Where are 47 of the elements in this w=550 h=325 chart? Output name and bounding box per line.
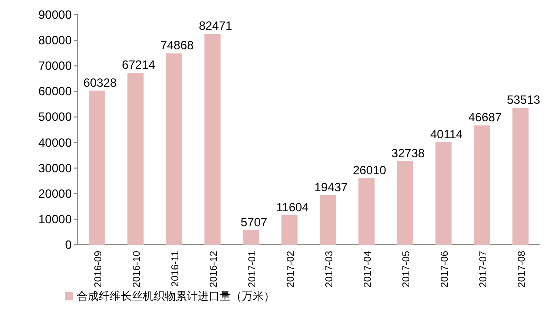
bar	[397, 161, 414, 245]
bar	[474, 126, 490, 245]
bar	[320, 195, 336, 245]
bar	[358, 178, 375, 245]
data-label: 60328	[84, 76, 118, 90]
bar	[204, 34, 221, 245]
bar	[128, 73, 144, 245]
data-label: 46687	[468, 110, 502, 125]
data-label: 82471	[199, 19, 233, 34]
y-tick-label: 80000	[38, 34, 72, 48]
data-label: 5707	[240, 215, 268, 230]
bar	[89, 90, 106, 245]
bar	[166, 54, 182, 245]
data-label: 19437	[314, 180, 348, 194]
data-label: 40114	[430, 127, 464, 142]
legend-label: 合成纤维长丝机织物累计进口量（万米）	[77, 290, 275, 303]
x-tick-label: 2016-12	[208, 250, 220, 288]
y-tick-label: 70000	[38, 59, 72, 74]
x-tick-label: 2017-04	[362, 250, 374, 288]
bar	[436, 142, 452, 245]
data-label: 67214	[122, 58, 156, 72]
x-tick-label: 2016-09	[93, 250, 104, 288]
x-tick-label: 2017-06	[440, 250, 451, 288]
data-label: 26010	[353, 164, 387, 178]
x-tick-label: 2017-07	[478, 250, 490, 288]
bar	[512, 108, 529, 245]
y-tick-label: 0	[65, 238, 72, 252]
bar	[243, 230, 260, 245]
y-tick-label: 40000	[38, 136, 72, 150]
data-label: 74868	[160, 38, 194, 53]
x-tick-label: 2017-03	[324, 250, 336, 288]
y-tick-label: 30000	[38, 161, 72, 176]
x-tick-label: 2017-08	[516, 250, 528, 288]
y-tick-label: 90000	[38, 8, 72, 22]
x-tick-label: 2017-01	[247, 250, 258, 288]
bar	[282, 215, 298, 245]
data-label: 32738	[392, 146, 426, 160]
y-tick-label: 60000	[38, 84, 72, 99]
x-tick-label: 2016-10	[132, 250, 143, 288]
y-tick-label: 20000	[38, 186, 72, 201]
y-tick-label: 50000	[38, 110, 72, 124]
data-label: 11604	[276, 200, 310, 214]
x-tick-label: 2016-11	[170, 250, 182, 287]
data-label: 53513	[507, 93, 541, 108]
x-tick-label: 2017-05	[401, 250, 412, 288]
x-tick-label: 2017-02	[286, 250, 297, 288]
y-tick-label: 10000	[38, 212, 72, 226]
